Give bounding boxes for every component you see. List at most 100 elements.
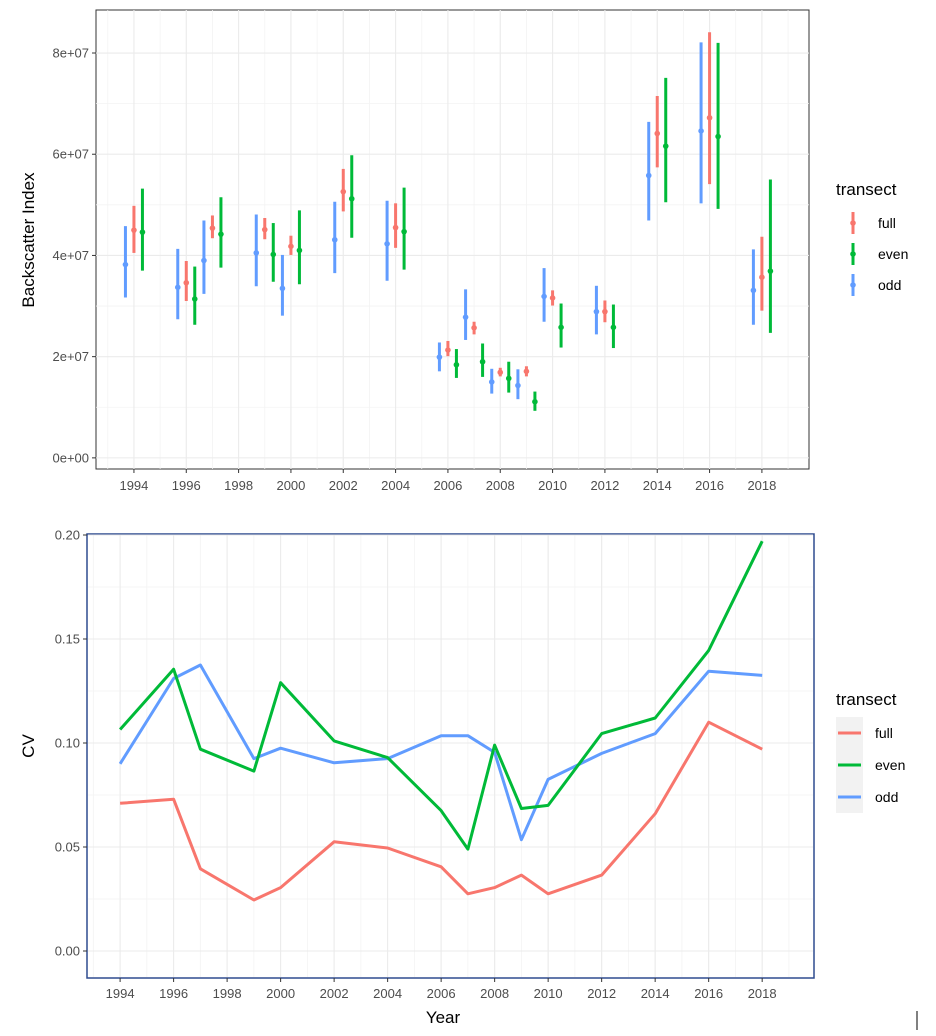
point-even <box>479 358 486 365</box>
point-odd <box>541 293 547 300</box>
point-odd <box>645 172 652 179</box>
point-even <box>532 398 538 405</box>
point-odd <box>331 236 338 243</box>
backscatter-legend-title: transect <box>836 180 897 199</box>
y-tick-label: 0.20 <box>55 528 80 543</box>
point-even <box>558 324 564 331</box>
x-tick-label: 1998 <box>224 478 253 493</box>
point-full <box>340 188 347 195</box>
point-full <box>288 243 294 250</box>
point-even <box>767 268 774 274</box>
point-even <box>662 143 669 149</box>
legend-key-point-full <box>850 220 856 226</box>
x-tick-label: 2018 <box>748 986 777 1001</box>
x-tick-label: 2014 <box>643 478 672 493</box>
point-even <box>191 296 198 302</box>
y-tick-label: 0.10 <box>55 736 80 751</box>
point-full <box>602 308 608 315</box>
x-tick-label: 2010 <box>538 478 567 493</box>
point-even <box>296 247 303 254</box>
cv-chart: 1994 1996 1998 2000 2002 2004 2006 2008 2010 2012… <box>19 528 905 1028</box>
y-tick-label: 0.00 <box>55 944 80 959</box>
point-odd <box>698 128 704 134</box>
x-tick-label: 2000 <box>266 986 295 1001</box>
point-full <box>759 274 765 281</box>
point-odd <box>515 382 521 389</box>
y-tick-label: 2e+07 <box>52 349 89 364</box>
backscatter-legend: transect full even odd <box>836 180 908 296</box>
point-odd <box>462 314 469 320</box>
x-tick-label: 2012 <box>590 478 619 493</box>
point-even <box>505 375 512 382</box>
x-tick-label: 1994 <box>106 986 135 1001</box>
point-full <box>445 347 451 353</box>
y-tick-label: 8e+07 <box>52 46 89 61</box>
point-even <box>139 229 146 235</box>
x-tick-label: 1996 <box>172 478 201 493</box>
x-tick-label: 1994 <box>119 478 148 493</box>
backscatter-legend-keys: full even odd <box>850 212 908 296</box>
point-even <box>270 251 277 258</box>
backscatter-chart: 1994 1996 1998 2000 2002 2004 2006 2008 2010 2012… <box>19 9 908 493</box>
cv-plot-panel <box>88 535 813 977</box>
y-tick-label: 0.05 <box>55 840 80 855</box>
cv-outer-frame <box>86 533 815 979</box>
x-tick-label: 2002 <box>320 986 349 1001</box>
x-tick-label: 2004 <box>373 986 402 1001</box>
point-odd <box>750 287 757 294</box>
point-even <box>218 231 224 237</box>
legend-label-odd: odd <box>878 277 901 293</box>
point-full <box>523 368 530 375</box>
backscatter-plot-panel <box>95 9 810 470</box>
point-full <box>549 295 556 301</box>
x-tick-label: 2014 <box>641 986 670 1001</box>
point-full <box>261 226 268 233</box>
point-even <box>453 361 460 368</box>
legend-label-full: full <box>878 215 896 231</box>
backscatter-data-layer <box>122 32 774 411</box>
line-full <box>119 720 763 902</box>
legend-label-odd: odd <box>875 789 898 805</box>
y-tick-label: 6e+07 <box>52 147 89 162</box>
point-even <box>610 324 617 331</box>
point-odd <box>488 379 495 385</box>
backscatter-ticks: 1994 1996 1998 2000 2002 2004 2006 2008 2010 2012… <box>52 46 776 493</box>
x-tick-label: 2008 <box>480 986 509 1001</box>
point-full <box>392 224 399 231</box>
legend-label-even: even <box>875 757 905 773</box>
point-full <box>706 114 713 121</box>
x-tick-label: 2016 <box>695 478 724 493</box>
point-full <box>131 227 137 233</box>
y-tick-label: 0.15 <box>55 632 80 647</box>
cv-legend-keys: full even odd <box>838 725 905 805</box>
legend-label-full: full <box>875 725 893 741</box>
x-tick-label: 2006 <box>427 986 456 1001</box>
legend-key-point-even <box>850 251 856 257</box>
point-odd <box>201 257 207 264</box>
point-full <box>471 325 477 331</box>
point-odd <box>174 284 181 291</box>
x-tick-label: 2008 <box>486 478 515 493</box>
x-tick-label: 2018 <box>747 478 776 493</box>
point-full <box>654 130 661 137</box>
x-tick-label: 1998 <box>213 986 242 1001</box>
point-even <box>348 195 355 202</box>
line-odd <box>118 663 763 842</box>
cv-gridlines <box>88 534 813 977</box>
point-odd <box>593 308 600 315</box>
x-tick-label: 2012 <box>587 986 616 1001</box>
cv-y-axis-title: CV <box>19 734 38 758</box>
point-even <box>715 133 721 140</box>
cv-legend-title: transect <box>836 690 897 709</box>
point-full <box>209 225 216 231</box>
line-even <box>118 540 764 851</box>
point-full <box>497 369 504 376</box>
x-tick-label: 2010 <box>534 986 563 1001</box>
x-tick-label: 2016 <box>694 986 723 1001</box>
y-tick-label: 0e+00 <box>52 450 89 465</box>
cv-ticks: 1994 1996 1998 2000 2002 2004 2006 2008 2010 2012… <box>55 528 777 1002</box>
legend-label-even: even <box>878 246 908 262</box>
x-tick-label: 2006 <box>433 478 462 493</box>
point-even <box>401 228 407 235</box>
